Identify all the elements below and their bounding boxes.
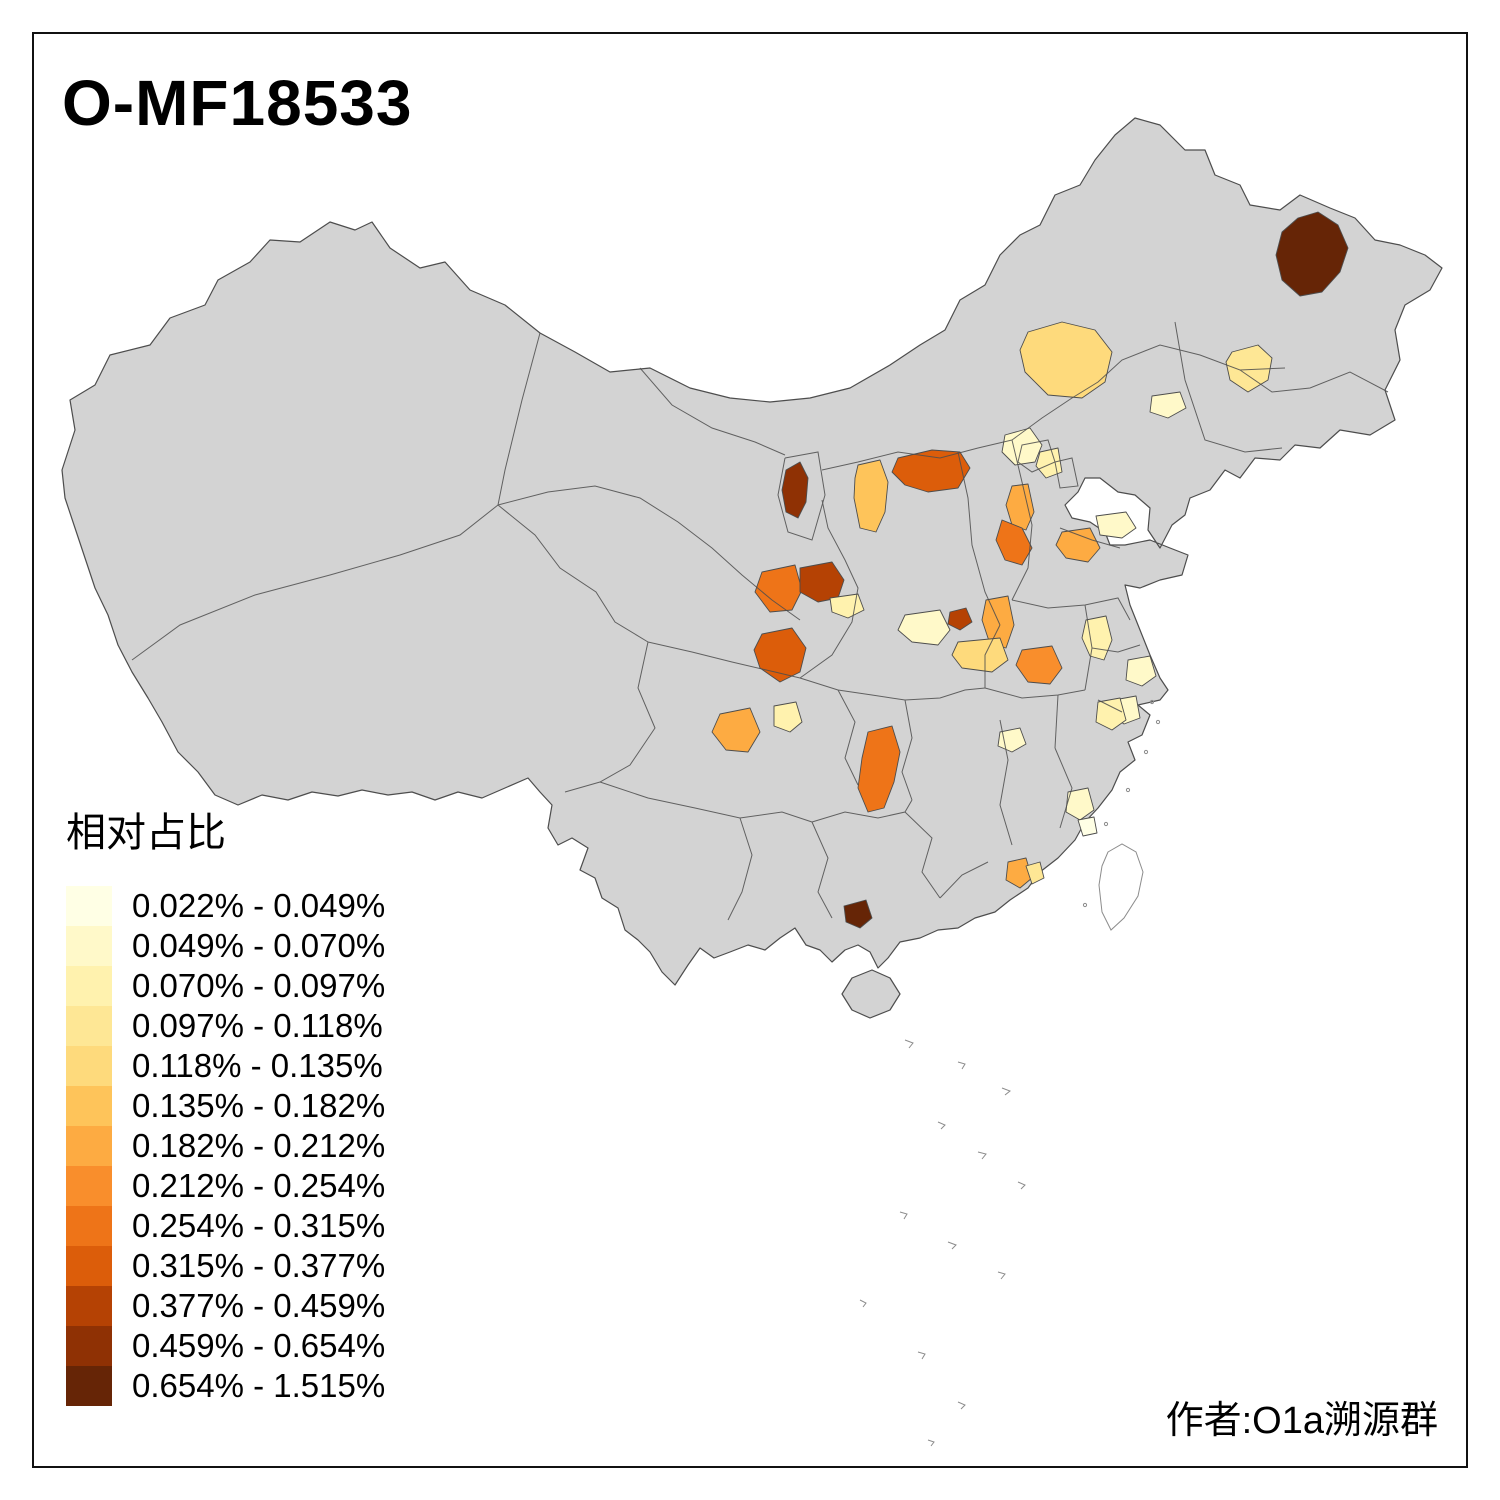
legend: 相对占比 0.022% - 0.049% 0.049% - 0.070% 0.0… — [66, 800, 385, 1406]
legend-swatch — [66, 1166, 112, 1206]
legend-swatch — [66, 1046, 112, 1086]
map-region — [1019, 321, 1113, 399]
map-region — [1055, 527, 1101, 563]
map-region — [1065, 787, 1095, 821]
legend-label: 0.182% - 0.212% — [132, 1127, 386, 1164]
taiwan-island — [1098, 843, 1144, 931]
map-region — [753, 627, 807, 683]
legend-row: 0.022% - 0.049% — [66, 886, 385, 926]
legend-swatch — [66, 1326, 112, 1366]
map-region — [1025, 861, 1045, 885]
legend-label: 0.459% - 0.654% — [132, 1327, 386, 1364]
map-region — [1095, 697, 1127, 731]
legend-label: 0.049% - 0.070% — [132, 927, 386, 964]
map-region — [1081, 615, 1113, 661]
page-title: O-MF18533 — [62, 67, 413, 139]
map-region — [1275, 211, 1349, 297]
legend-row: 0.070% - 0.097% — [66, 966, 385, 1006]
map-region — [853, 459, 889, 533]
map-region — [1095, 511, 1137, 539]
legend-row: 0.135% - 0.182% — [66, 1086, 385, 1126]
legend-row: 0.182% - 0.212% — [66, 1126, 385, 1166]
legend-swatch — [66, 1286, 112, 1326]
legend-row: 0.212% - 0.254% — [66, 1166, 385, 1206]
legend-swatch — [66, 1086, 112, 1126]
map-region — [897, 609, 951, 646]
map-region — [754, 564, 803, 613]
legend-label: 0.254% - 0.315% — [132, 1207, 386, 1244]
attribution-text: 作者:O1a溯源群 — [1165, 1400, 1438, 1442]
map-region — [1077, 816, 1098, 837]
map-region — [891, 449, 971, 493]
legend-row: 0.315% - 0.377% — [66, 1246, 385, 1286]
map-region — [1149, 391, 1187, 419]
legend-row: 0.254% - 0.315% — [66, 1206, 385, 1246]
legend-row: 0.459% - 0.654% — [66, 1326, 385, 1366]
map-region — [995, 519, 1033, 566]
legend-swatch — [66, 966, 112, 1006]
legend-swatch — [66, 886, 112, 926]
map-region — [1015, 645, 1063, 685]
map-region — [781, 461, 809, 519]
colored-regions — [711, 211, 1349, 929]
map-region — [1125, 655, 1157, 687]
legend-title: 相对占比 — [66, 811, 226, 855]
legend-swatch — [66, 1206, 112, 1246]
map-region — [981, 595, 1015, 649]
legend-swatch — [66, 1246, 112, 1286]
map-region — [857, 725, 901, 813]
map-region — [711, 707, 761, 753]
map-region — [843, 899, 873, 929]
legend-row: 0.377% - 0.459% — [66, 1286, 385, 1326]
legend-label: 0.315% - 0.377% — [132, 1247, 386, 1284]
legend-label: 0.654% - 1.515% — [132, 1367, 386, 1404]
map-region — [1035, 447, 1063, 479]
internal-borders — [131, 321, 1389, 921]
legend-label: 0.022% - 0.049% — [132, 887, 386, 924]
legend-row: 0.097% - 0.118% — [66, 1006, 385, 1046]
legend-label: 0.097% - 0.118% — [132, 1007, 383, 1044]
map-region — [1005, 483, 1035, 531]
hainan-island — [841, 969, 901, 1019]
legend-swatch — [66, 1126, 112, 1166]
sea-islands — [859, 699, 1161, 1447]
legend-label: 0.118% - 0.135% — [132, 1047, 383, 1084]
legend-swatch — [66, 1006, 112, 1046]
legend-row: 0.654% - 1.515% — [66, 1366, 385, 1406]
legend-rows: 0.022% - 0.049% 0.049% - 0.070% 0.070% -… — [66, 886, 385, 1406]
map-region — [947, 607, 973, 631]
legend-row: 0.118% - 0.135% — [66, 1046, 385, 1086]
map-region — [951, 637, 1009, 673]
legend-label: 0.377% - 0.459% — [132, 1287, 386, 1324]
legend-swatch — [66, 1366, 112, 1406]
legend-swatch — [66, 926, 112, 966]
map-region — [773, 701, 803, 733]
legend-row: 0.049% - 0.070% — [66, 926, 385, 966]
map-region — [1005, 857, 1033, 889]
legend-label: 0.135% - 0.182% — [132, 1087, 386, 1124]
legend-label: 0.212% - 0.254% — [132, 1167, 386, 1204]
legend-label: 0.070% - 0.097% — [132, 967, 386, 1004]
